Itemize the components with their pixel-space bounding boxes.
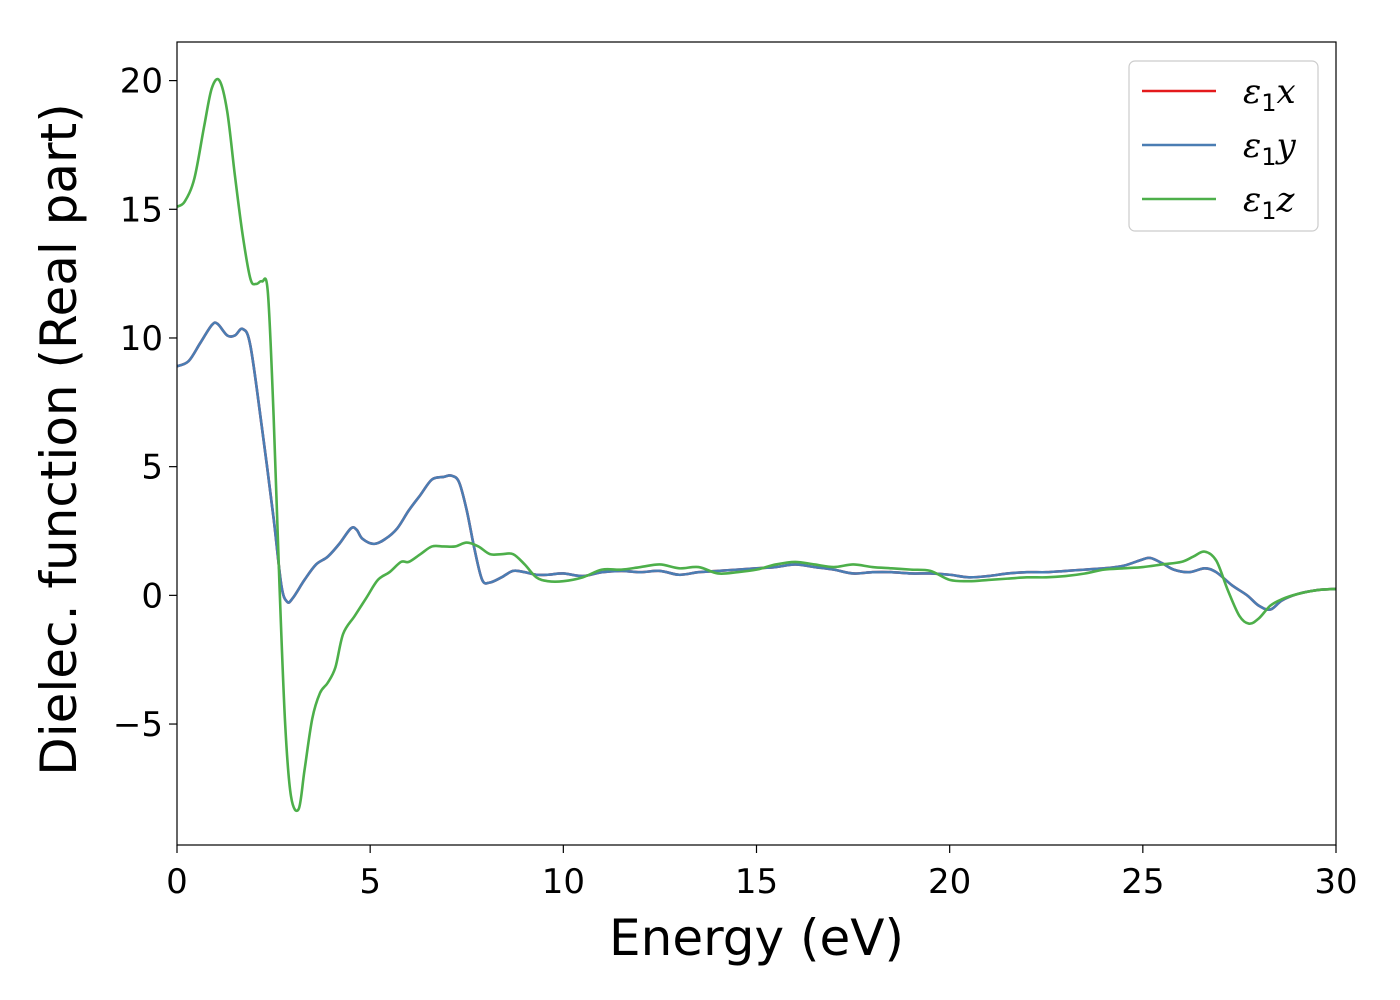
y-tick-label: 10 — [120, 319, 163, 359]
series-line-z — [177, 77, 1336, 813]
x-axis-label: Energy (eV) — [609, 909, 904, 967]
y-tick-label: 5 — [141, 448, 163, 488]
y-tick-label: −5 — [113, 705, 163, 745]
series-layer — [177, 77, 1336, 813]
x-axis-ticks: 0 5 10 15 20 25 30 — [166, 845, 1358, 902]
legend-label-z: ε1z — [1243, 180, 1296, 225]
x-tick-label: 20 — [928, 862, 971, 902]
x-tick-label: 25 — [1121, 862, 1164, 902]
legend-label-y: ε1y — [1243, 126, 1297, 171]
legend: ε1x ε1y ε1z — [1128, 60, 1319, 232]
x-tick-label: 10 — [542, 862, 585, 902]
x-tick-label: 30 — [1314, 862, 1357, 902]
y-tick-label: 15 — [120, 190, 163, 230]
x-tick-label: 15 — [735, 862, 778, 902]
y-axis-label: Dielec. function (Real part) — [30, 103, 88, 775]
series-line-y — [177, 321, 1336, 611]
y-tick-label: 20 — [120, 62, 163, 102]
legend-box — [1128, 60, 1319, 232]
y-tick-label: 0 — [141, 576, 163, 616]
x-tick-label: 0 — [166, 862, 188, 902]
y-axis-ticks: −5 0 5 10 15 20 — [113, 62, 177, 745]
legend-label-x: ε1x — [1243, 72, 1296, 117]
x-tick-label: 5 — [359, 862, 381, 902]
